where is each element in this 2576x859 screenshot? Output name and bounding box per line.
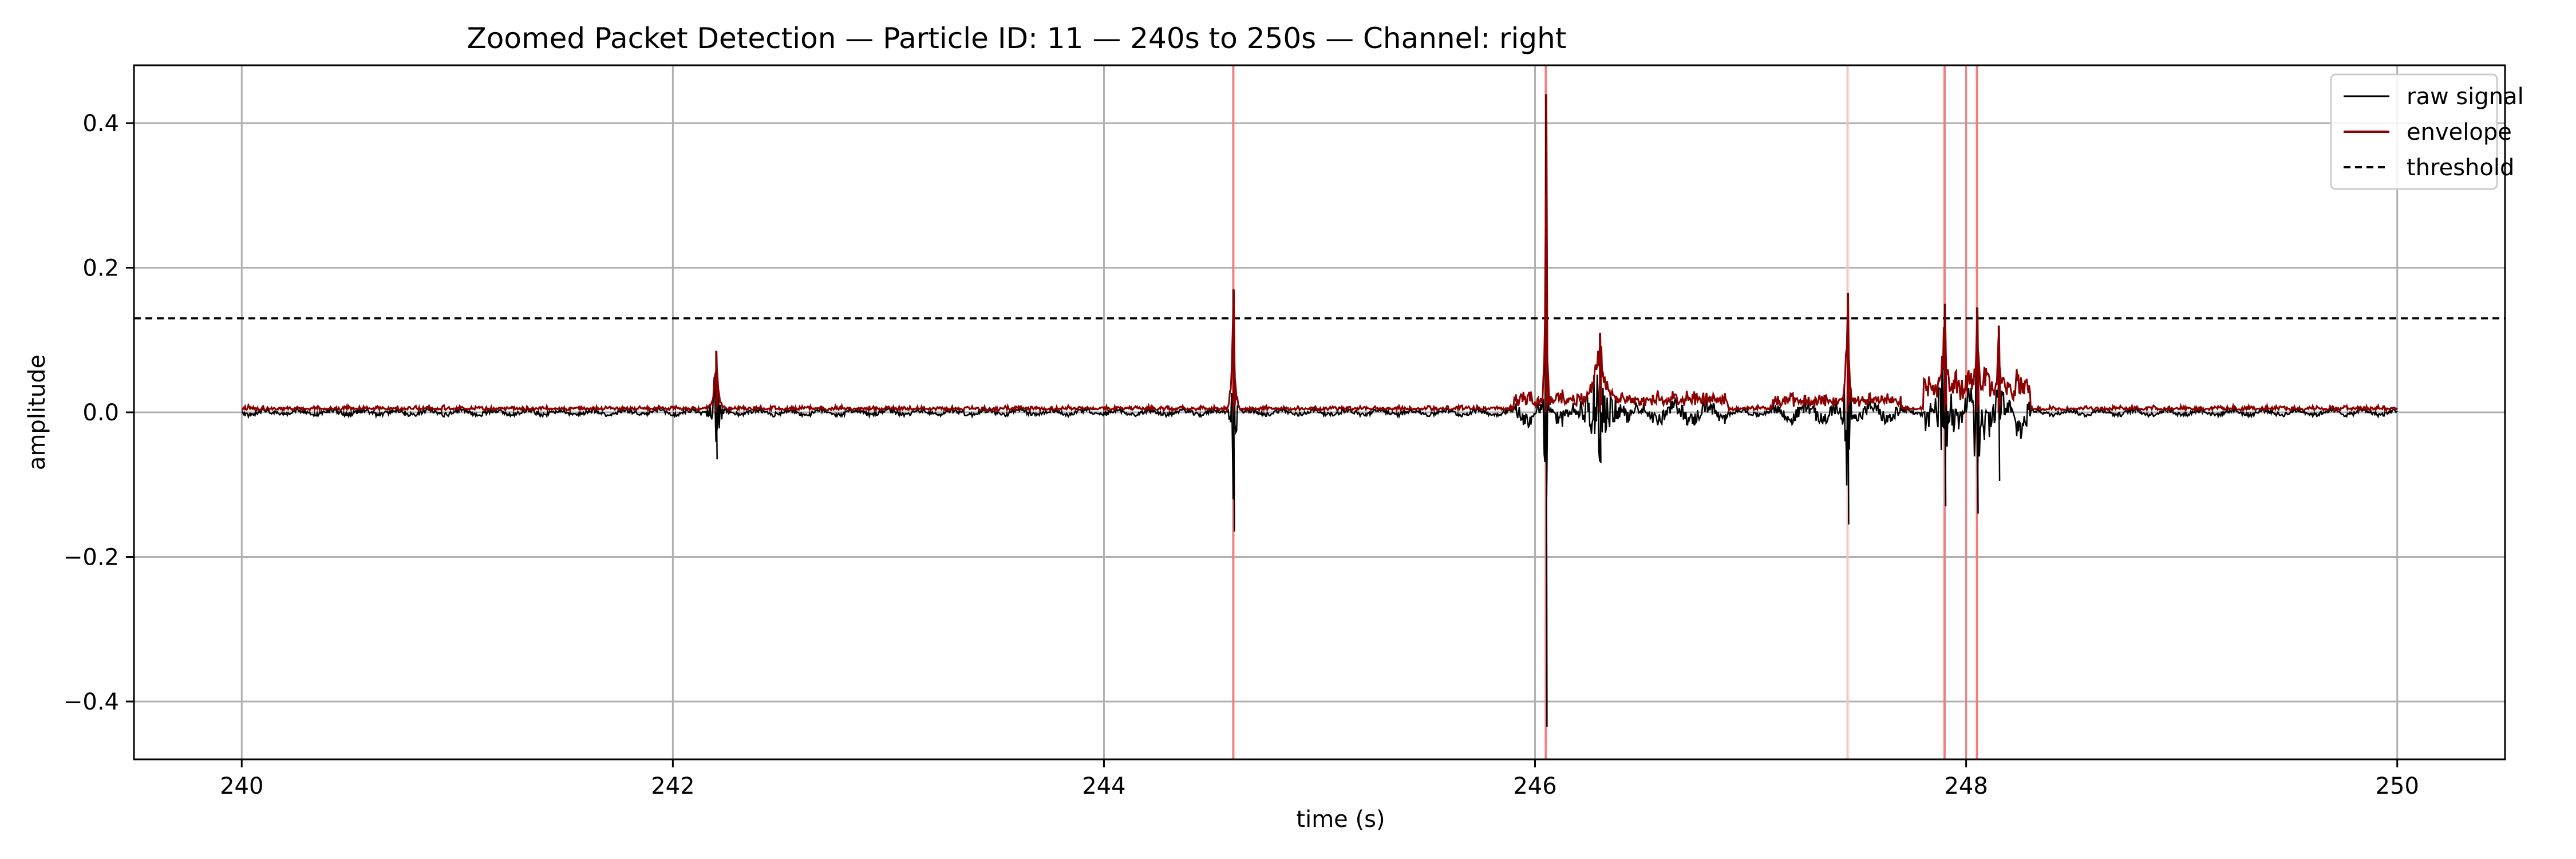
- legend-envelope-label: envelope: [2407, 119, 2512, 145]
- y-tick-label: 0.4: [82, 111, 119, 137]
- x-tick-label: 246: [1513, 773, 1556, 799]
- x-tick-label: 244: [1082, 773, 1125, 799]
- y-tick-label: −0.4: [64, 689, 119, 715]
- y-tick-label: 0.0: [82, 400, 119, 426]
- x-tick-label: 240: [220, 773, 263, 799]
- legend-raw-signal-label: raw signal: [2407, 84, 2524, 110]
- y-tick-label: 0.2: [82, 255, 119, 282]
- x-tick-label: 248: [1944, 773, 1988, 799]
- y-tick-label: −0.2: [64, 545, 119, 571]
- chart-title: Zoomed Packet Detection — Particle ID: 1…: [467, 22, 1567, 55]
- legend-threshold-label: threshold: [2407, 155, 2514, 181]
- x-axis-label: time (s): [1296, 806, 1385, 833]
- x-axis: 240 242 244 246 248 250: [220, 759, 2419, 799]
- x-tick-label: 250: [2376, 773, 2419, 799]
- y-axis-label: amplitude: [24, 354, 50, 470]
- legend: raw signal envelope threshold: [2330, 73, 2524, 190]
- envelope-line: [242, 94, 2398, 414]
- grid: [134, 65, 2505, 759]
- y-axis: −0.4 −0.2 0.0 0.2 0.4: [64, 111, 134, 715]
- x-tick-label: 242: [651, 773, 694, 799]
- legend-box: [2330, 73, 2498, 190]
